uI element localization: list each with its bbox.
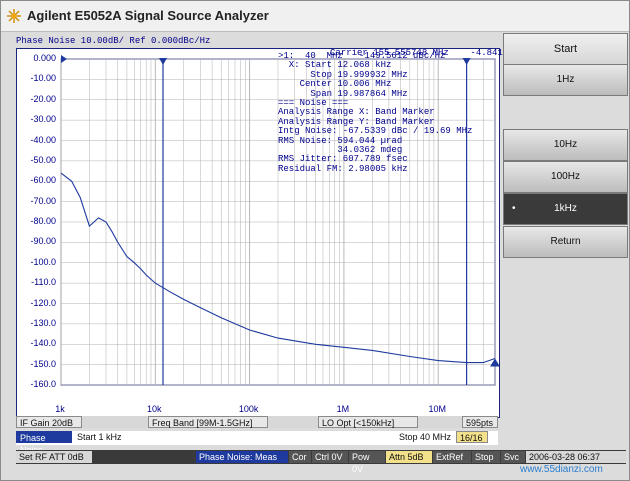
y-tick-label: -70.00 <box>30 195 56 206</box>
extref-indicator: ExtRef <box>433 451 471 463</box>
y-tick-label: 0.000 <box>33 53 56 63</box>
readout-line: RMS Jitter: 607.789 fsec <box>278 154 408 165</box>
cor-indicator: Cor <box>289 451 311 463</box>
average-count: 16/16 <box>456 431 488 443</box>
points-status: 595pts <box>462 416 498 428</box>
marker-readout: >1: 40 MHz -149.5612 dBc/Hz X: Start 12.… <box>278 51 498 174</box>
phase-noise-trace <box>60 172 496 364</box>
y-tick-label: -60.00 <box>30 175 56 186</box>
x-tick-label: 10M <box>428 404 446 414</box>
reference-arrow-icon <box>61 55 67 63</box>
y-tick-label: -40.00 <box>30 134 56 145</box>
bottom-status-bar: Set RF ATT 0dB Phase Noise: Meas Cor Ctr… <box>16 450 626 474</box>
readout-line: X: Start 12.068 kHz <box>278 60 392 71</box>
softkey-100hz[interactable]: 100Hz <box>503 161 628 193</box>
stop-frequency: Stop 40 MHz <box>399 432 452 442</box>
readout-line: Stop 19.999932 MHz <box>278 69 408 80</box>
y-tick-label: -20.00 <box>30 93 56 104</box>
y-tick-label: -160.0 <box>30 379 56 389</box>
readout-line: 34.0362 mdeg <box>278 144 403 155</box>
y-tick-label: -140.0 <box>30 338 56 349</box>
band-marker-triangle <box>159 58 168 65</box>
readout-line: RMS Noise: 594.044 µrad <box>278 135 403 146</box>
x-tick-label: 1k <box>55 404 65 414</box>
y-tick-label: -90.00 <box>30 236 56 247</box>
if-gain-status[interactable]: IF Gain 20dB <box>16 416 82 428</box>
pow-indicator: Pow 0V <box>349 451 385 474</box>
x-tick-label: 100k <box>238 404 259 414</box>
y-tick-label: -30.00 <box>30 114 56 125</box>
start-frequency: Start 1 kHz <box>77 432 122 442</box>
plot-canvas <box>60 55 499 386</box>
softkey-10hz[interactable]: 10Hz <box>503 129 628 161</box>
readout-line: Center 10.006 MHz <box>278 79 392 90</box>
date-time: 2006-03-28 06:37 <box>526 451 626 463</box>
title-bar: Agilent E5052A Signal Source Analyzer <box>1 1 629 32</box>
channel-row: Phase Noise Start 1 kHz Stop 40 MHz 16/1… <box>16 431 498 455</box>
readout-line: Analysis Range X: Band Marker <box>278 107 435 118</box>
y-tick-label: -130.0 <box>30 317 56 328</box>
softkey-start[interactable]: Start <box>503 33 628 65</box>
stop-indicator: Stop <box>472 451 500 463</box>
y-tick-label: -50.00 <box>30 154 56 165</box>
selected-dot-icon: • <box>512 203 516 214</box>
measurement-header: Phase Noise 10.00dB/ Ref 0.000dBc/Hz <box>16 36 211 46</box>
x-tick-label: 1M <box>336 404 350 414</box>
agilent-spark-icon <box>7 9 21 23</box>
softkey-return[interactable]: Return <box>503 226 628 258</box>
trace-label[interactable]: Phase Noise <box>16 431 72 455</box>
app-title: Agilent E5052A Signal Source Analyzer <box>27 8 269 23</box>
y-tick-label: -150.0 <box>30 358 56 369</box>
watermark: www.55dianzi.com <box>520 464 603 475</box>
attn-indicator: Attn 5dB <box>386 451 432 463</box>
status-row: IF Gain 20dB Freq Band [99M-1.5GHz] LO O… <box>16 416 498 428</box>
readout-line: Residual FM: 2.98005 kHz <box>278 163 408 174</box>
readout-line: >1: 40 MHz -149.5612 dBc/Hz <box>278 51 446 61</box>
readout-line: === Noise === <box>278 97 349 108</box>
y-tick-label: -10.00 <box>30 73 56 84</box>
softkey-1hz[interactable]: 1Hz <box>503 64 628 96</box>
readout-line: Analysis Range Y: Band Marker <box>278 116 435 127</box>
phase-noise-plot[interactable] <box>16 48 500 418</box>
y-tick-label: -100.0 <box>30 256 56 267</box>
lo-opt-status[interactable]: LO Opt [<150kHz] <box>318 416 418 428</box>
softkey-1khz[interactable]: • 1kHz <box>503 193 628 225</box>
y-tick-label: -80.00 <box>30 216 56 226</box>
readout-line: Intg Noise: -67.5339 dBc / 19.69 MHz <box>278 126 473 137</box>
y-tick-label: -110.0 <box>31 277 56 288</box>
ctrl-indicator: Ctrl 0V <box>312 451 348 463</box>
marker-1-icon <box>490 358 499 367</box>
mode-indicator: Phase Noise: Meas <box>196 451 288 463</box>
svc-indicator: Svc <box>501 451 525 463</box>
y-tick-label: -120.0 <box>30 297 56 308</box>
band-marker-triangle <box>462 58 471 65</box>
freq-band-status[interactable]: Freq Band [99M-1.5GHz] <box>148 416 268 428</box>
set-rf-att: Set RF ATT 0dB <box>16 451 92 463</box>
readout-line: Span 19.987864 MHz <box>278 88 408 99</box>
x-tick-label: 10k <box>147 404 162 414</box>
softkey-1khz-label: 1kHz <box>554 203 577 214</box>
